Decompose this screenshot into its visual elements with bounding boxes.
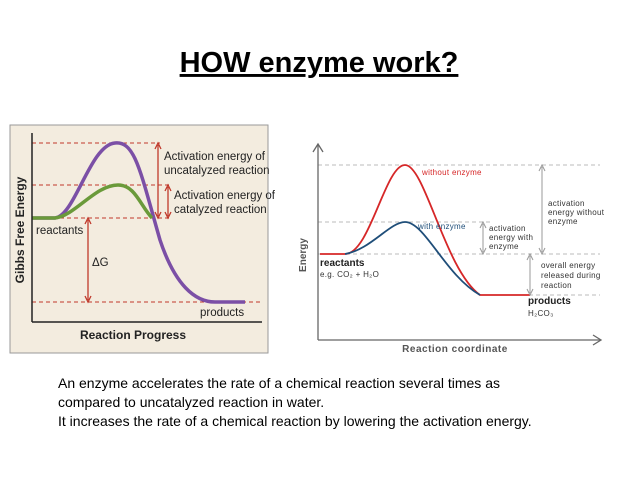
reactants-label: reactants: [36, 225, 84, 237]
uncatalyzed-label: Activation energy of uncatalyzed reaction: [164, 151, 269, 177]
products-label: products: [528, 296, 571, 307]
without-enzyme-curve: [320, 164, 530, 296]
text-line: catalyzed reaction: [174, 204, 267, 216]
text-line: overall energy: [541, 261, 595, 270]
slide-title: HOW enzyme work?: [180, 47, 459, 79]
panel: [9, 124, 269, 354]
x-axis-label: Reaction Progress: [80, 328, 186, 342]
text-line: uncatalyzed reaction: [164, 165, 269, 177]
text-line: activation: [548, 199, 585, 208]
text-line: energy with: [489, 233, 533, 242]
uncatalyzed-curve: [32, 141, 245, 304]
body-line: It increases the rate of a chemical reac…: [58, 413, 532, 429]
body-line: An enzyme accelerates the rate of a chem…: [58, 375, 500, 391]
catalyzed-curve: [32, 183, 154, 220]
text-line: released during: [541, 271, 601, 280]
activation-without-label: activation energy without enzyme: [548, 199, 605, 226]
products-example: H₂CO₃: [528, 309, 554, 318]
left-diagram: Gibbs Free Energy Reaction Progress Acti…: [9, 124, 276, 354]
text-line: energy without: [548, 208, 605, 217]
right-diagram: Energy Reaction coordinate without enzym…: [298, 142, 605, 355]
reactants-example: e.g. CO₂ + H₂O: [320, 270, 379, 279]
text-line: Activation energy of: [174, 190, 276, 202]
y-axis-label: Energy: [298, 238, 309, 272]
arrows: [479, 163, 546, 297]
with-enzyme-label: with enzyme: [417, 222, 466, 231]
text-line: enzyme: [489, 242, 519, 251]
body-text: An enzyme accelerates the rate of a chem…: [58, 375, 532, 429]
text-line: Activation energy of: [164, 151, 266, 163]
axes: [312, 142, 603, 346]
delta-g-label: ΔG: [92, 257, 109, 269]
arrows: [84, 141, 172, 304]
products-label: products: [200, 307, 244, 319]
with-enzyme-curve: [344, 221, 481, 296]
reactants-label: reactants: [320, 258, 365, 269]
overall-energy-label: overall energy released during reaction: [541, 261, 601, 290]
text-line: enzyme: [548, 217, 578, 226]
catalyzed-label: Activation energy of catalyzed reaction: [174, 190, 276, 216]
text-line: activation: [489, 224, 526, 233]
axes: [31, 133, 262, 323]
without-enzyme-label: without enzyme: [421, 168, 482, 177]
activation-with-label: activation energy with enzyme: [489, 224, 533, 251]
x-axis-label: Reaction coordinate: [402, 344, 508, 355]
y-axis-label: Gibbs Free Energy: [13, 176, 27, 283]
body-line: compared to uncatalyzed reaction in wate…: [58, 394, 324, 410]
text-line: reaction: [541, 281, 572, 290]
